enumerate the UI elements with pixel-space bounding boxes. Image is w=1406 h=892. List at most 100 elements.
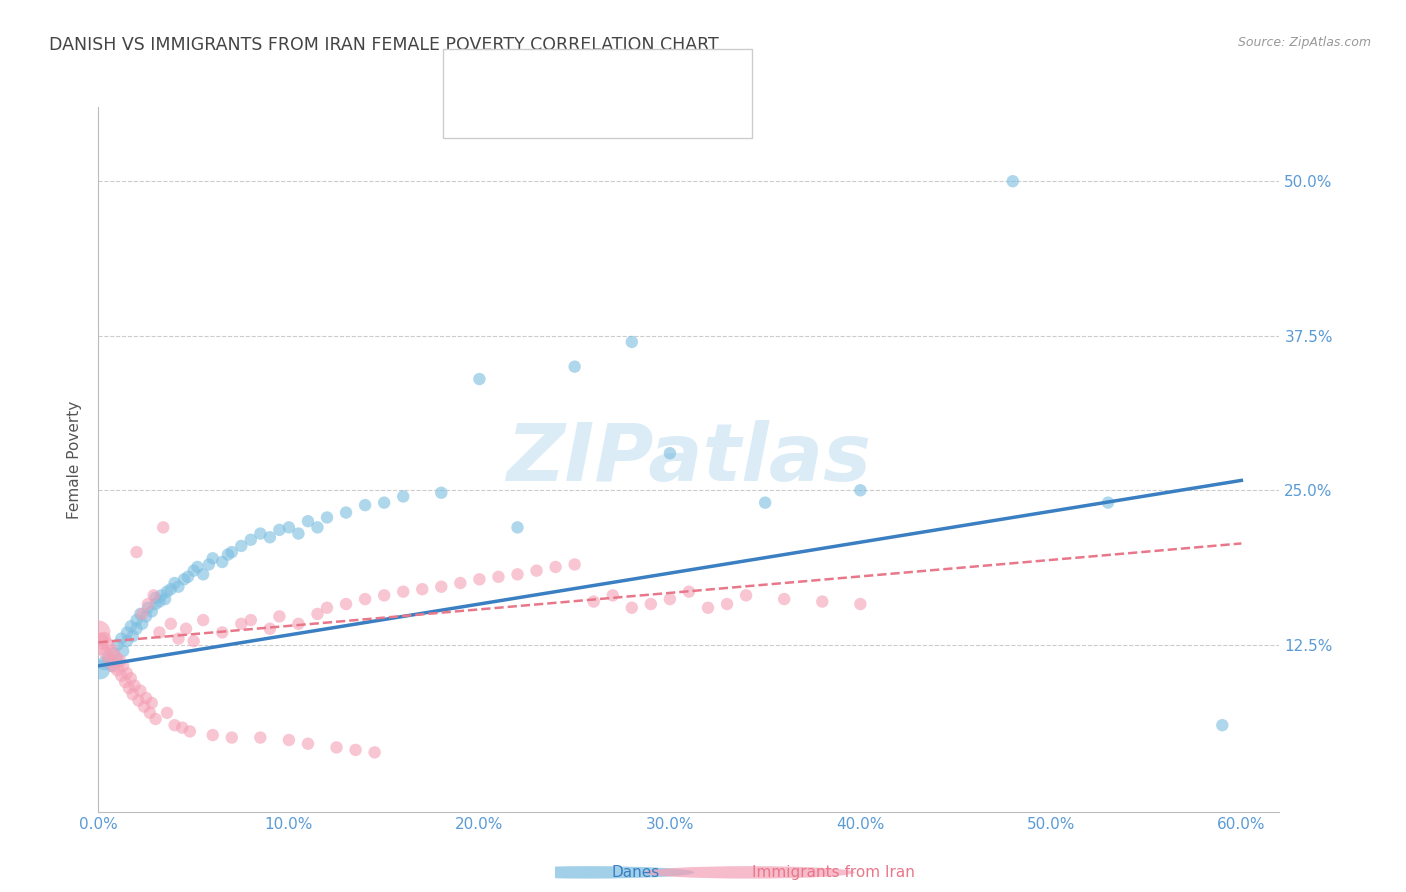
Point [239, 533, 262, 547]
Point [198, 558, 221, 572]
Point [152, 520, 174, 534]
Circle shape [484, 866, 695, 879]
Point [259, 530, 281, 544]
Point [849, 597, 872, 611]
Point [277, 733, 299, 747]
Point [125, 622, 148, 636]
Point [249, 526, 271, 541]
Point [392, 584, 415, 599]
Point [335, 506, 357, 520]
Point [89, 634, 111, 648]
Point [142, 588, 165, 602]
Point [325, 740, 347, 755]
Point [620, 600, 643, 615]
Text: Immigrants from Iran: Immigrants from Iran [752, 865, 915, 880]
Point [148, 625, 170, 640]
Point [136, 597, 159, 611]
Point [89, 663, 111, 677]
Text: DANISH VS IMMIGRANTS FROM IRAN FEMALE POVERTY CORRELATION CHART: DANISH VS IMMIGRANTS FROM IRAN FEMALE PO… [49, 36, 718, 54]
Point [582, 594, 605, 608]
Point [115, 625, 138, 640]
Point [354, 592, 377, 607]
Point [163, 718, 186, 732]
Point [163, 576, 186, 591]
Point [107, 638, 129, 652]
Point [110, 632, 132, 646]
Bar [458, 62, 501, 90]
Point [112, 644, 135, 658]
Point [564, 558, 586, 572]
Point [211, 555, 233, 569]
Point [156, 584, 179, 599]
Point [173, 572, 195, 586]
Point [150, 588, 173, 602]
Point [716, 597, 738, 611]
Point [411, 582, 433, 597]
Point [1001, 174, 1024, 188]
Point [658, 592, 681, 607]
Circle shape [644, 866, 855, 879]
Point [145, 591, 167, 605]
Point [93, 657, 115, 671]
Point [363, 745, 385, 759]
Point [430, 485, 453, 500]
Point [129, 607, 152, 621]
Text: N = 83: N = 83 [643, 104, 710, 123]
Bar [458, 99, 501, 128]
Point [217, 548, 239, 562]
Point [131, 616, 153, 631]
Point [174, 622, 197, 636]
Point [307, 520, 329, 534]
Point [221, 545, 243, 559]
Point [430, 580, 453, 594]
Point [754, 496, 776, 510]
Point [335, 597, 357, 611]
Point [544, 560, 567, 574]
Point [259, 622, 281, 636]
Point [100, 644, 122, 658]
Point [159, 616, 181, 631]
Point [307, 607, 329, 621]
Point [103, 658, 125, 673]
Point [316, 600, 339, 615]
Point [658, 446, 681, 460]
Point [193, 613, 215, 627]
Text: R = 0.432: R = 0.432 [515, 67, 613, 85]
Point [93, 632, 115, 646]
Point [103, 647, 125, 661]
Point [134, 699, 156, 714]
Point [114, 674, 136, 689]
Point [735, 588, 758, 602]
Point [131, 607, 153, 621]
Point [249, 731, 271, 745]
Point [488, 570, 510, 584]
Point [121, 629, 143, 643]
Point [221, 731, 243, 745]
Point [115, 634, 138, 648]
Point [145, 712, 167, 726]
Text: N = 64: N = 64 [643, 67, 710, 85]
Point [506, 520, 529, 534]
Point [97, 638, 120, 652]
Point [121, 687, 143, 701]
Point [129, 683, 152, 698]
Point [118, 681, 141, 695]
Point [1097, 496, 1119, 510]
Point [94, 647, 117, 661]
Point [120, 671, 142, 685]
Point [269, 523, 291, 537]
Point [139, 706, 162, 720]
Point [564, 359, 586, 374]
Point [201, 728, 224, 742]
Text: ZIPatlas: ZIPatlas [506, 420, 872, 499]
Point [108, 654, 131, 668]
Point [179, 724, 201, 739]
Point [125, 545, 148, 559]
Point [773, 592, 796, 607]
Point [87, 625, 110, 640]
Point [112, 658, 135, 673]
Point [297, 737, 319, 751]
Point [811, 594, 834, 608]
Point [526, 564, 548, 578]
Point [141, 696, 163, 710]
